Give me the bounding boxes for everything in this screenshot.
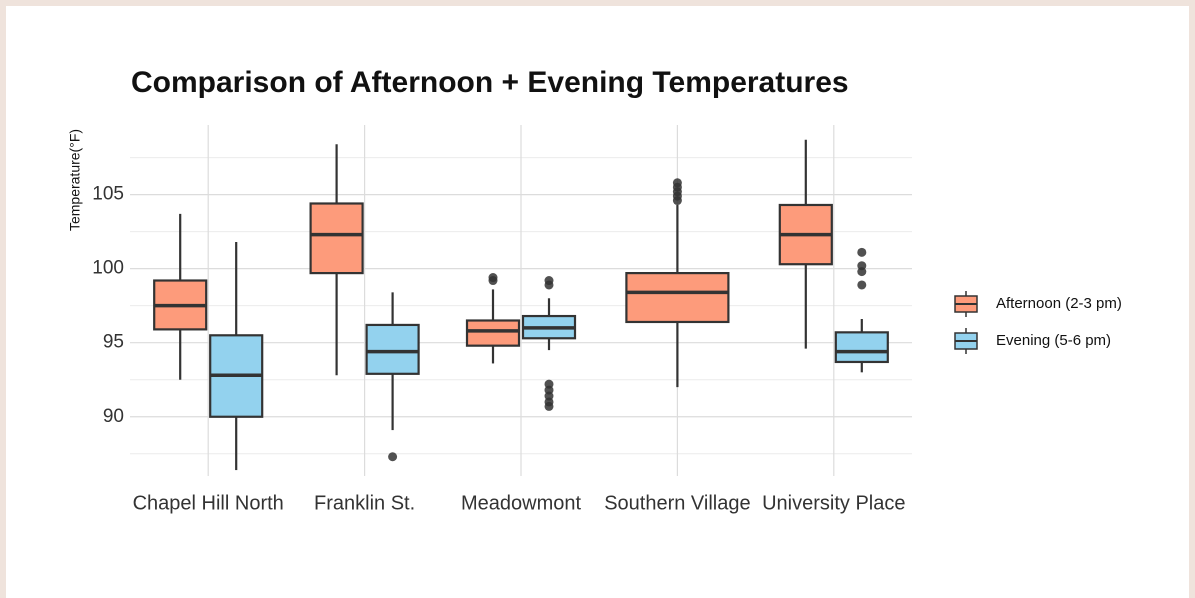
x-tick-label: Franklin St. — [314, 492, 415, 514]
outlier — [857, 280, 867, 290]
x-tick-label: Chapel Hill North — [133, 492, 284, 514]
legend-label: Evening (5-6 pm) — [996, 332, 1111, 349]
box — [365, 323, 420, 375]
y-tick-label: 100 — [92, 258, 124, 279]
chart-title: Comparison of Afternoon + Evening Temper… — [131, 66, 849, 99]
box — [309, 202, 364, 275]
outlier — [672, 178, 682, 188]
y-tick-label: 90 — [103, 406, 124, 427]
legend-label: Afternoon (2-3 pm) — [996, 295, 1122, 312]
outlier — [544, 276, 554, 286]
outlier — [488, 273, 498, 283]
box — [625, 272, 730, 324]
outlier — [544, 401, 554, 411]
x-tick-label: Meadowmont — [461, 492, 582, 514]
outlier — [388, 452, 398, 462]
x-tick-label: University Place — [762, 492, 905, 514]
box — [834, 331, 889, 364]
x-tick-label: Southern Village — [604, 492, 750, 514]
y-tick-label: 105 — [92, 184, 124, 205]
box — [465, 319, 521, 347]
y-tick-label: 95 — [103, 332, 124, 353]
outlier — [857, 261, 867, 271]
outlier — [857, 247, 867, 257]
y-axis-label: Temperature(°F) — [67, 129, 83, 231]
